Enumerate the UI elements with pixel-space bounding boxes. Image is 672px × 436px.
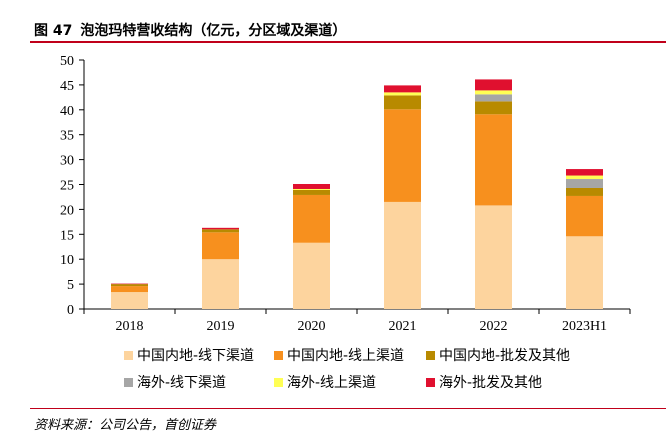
x-tick-label: 2021	[389, 319, 417, 334]
bar-segment	[202, 227, 239, 230]
y-tick-label: 15	[60, 228, 74, 243]
legend-label: 海外-线下渠道	[137, 375, 226, 391]
bar-segment	[111, 284, 148, 287]
source-rule	[30, 408, 666, 409]
bar-segment	[384, 85, 421, 93]
y-tick-label: 10	[60, 253, 74, 268]
bar-segment	[566, 175, 603, 180]
y-tick-label: 25	[60, 179, 74, 194]
legend-swatch	[124, 351, 133, 360]
legend-swatch	[426, 351, 435, 360]
legend-swatch	[124, 378, 133, 387]
bar-segment	[475, 79, 512, 91]
bar-segment	[293, 188, 330, 190]
legend-swatch	[274, 351, 283, 360]
bar-segment	[566, 187, 603, 196]
bar-segment	[475, 94, 512, 102]
legend-swatch	[426, 378, 435, 387]
source-note: 资料来源：公司公告，首创证券	[34, 418, 217, 433]
x-tick-label: 2018	[116, 319, 144, 334]
bar-segment	[475, 90, 512, 95]
legend-label: 海外-线上渠道	[287, 375, 376, 391]
bar-segment	[111, 286, 148, 293]
bar-segment	[293, 194, 330, 243]
figure-number: 图 47	[34, 23, 73, 39]
bar-segment	[202, 259, 239, 309]
y-tick-label: 35	[60, 129, 74, 144]
bar-segment	[202, 232, 239, 260]
figure-title: 图 47 泡泡玛特营收结构（亿元，分区域及渠道）	[34, 20, 346, 40]
bar-segment	[475, 114, 512, 206]
bar-segment	[566, 169, 603, 176]
x-tick-label: 2023H1	[562, 319, 607, 334]
title-rule	[30, 41, 666, 43]
bar-segment	[293, 242, 330, 309]
x-tick-label: 2020	[298, 319, 326, 334]
legend-label: 中国内地-线下渠道	[137, 348, 254, 364]
bar-segment	[384, 92, 421, 96]
bar-segment	[384, 109, 421, 202]
bar-segment	[384, 95, 421, 110]
y-tick-label: 45	[60, 79, 74, 94]
figure-title-text: 泡泡玛特营收结构（亿元，分区域及渠道）	[80, 23, 347, 39]
bar-segment	[293, 184, 330, 189]
y-tick-label: 0	[67, 303, 74, 318]
y-tick-label: 40	[60, 104, 74, 119]
bar-segment	[566, 195, 603, 237]
y-tick-label: 50	[60, 54, 74, 69]
x-tick-label: 2022	[480, 319, 508, 334]
bar-segment	[202, 229, 239, 233]
legend-label: 中国内地-线上渠道	[287, 348, 404, 364]
legend-swatch	[274, 378, 283, 387]
y-tick-label: 30	[60, 154, 74, 169]
bar-segment	[566, 179, 603, 188]
legend-label: 中国内地-批发及其他	[439, 348, 570, 364]
bar-segment	[111, 292, 148, 309]
y-tick-label: 5	[67, 278, 74, 293]
bar-segment	[475, 101, 512, 115]
bar-segment	[566, 236, 603, 309]
x-tick-label: 2019	[207, 319, 235, 334]
bar-segment	[475, 205, 512, 309]
bar-segment	[293, 189, 330, 195]
bar-segment	[384, 201, 421, 309]
legend-label: 海外-批发及其他	[439, 375, 542, 391]
y-tick-label: 20	[60, 203, 74, 218]
